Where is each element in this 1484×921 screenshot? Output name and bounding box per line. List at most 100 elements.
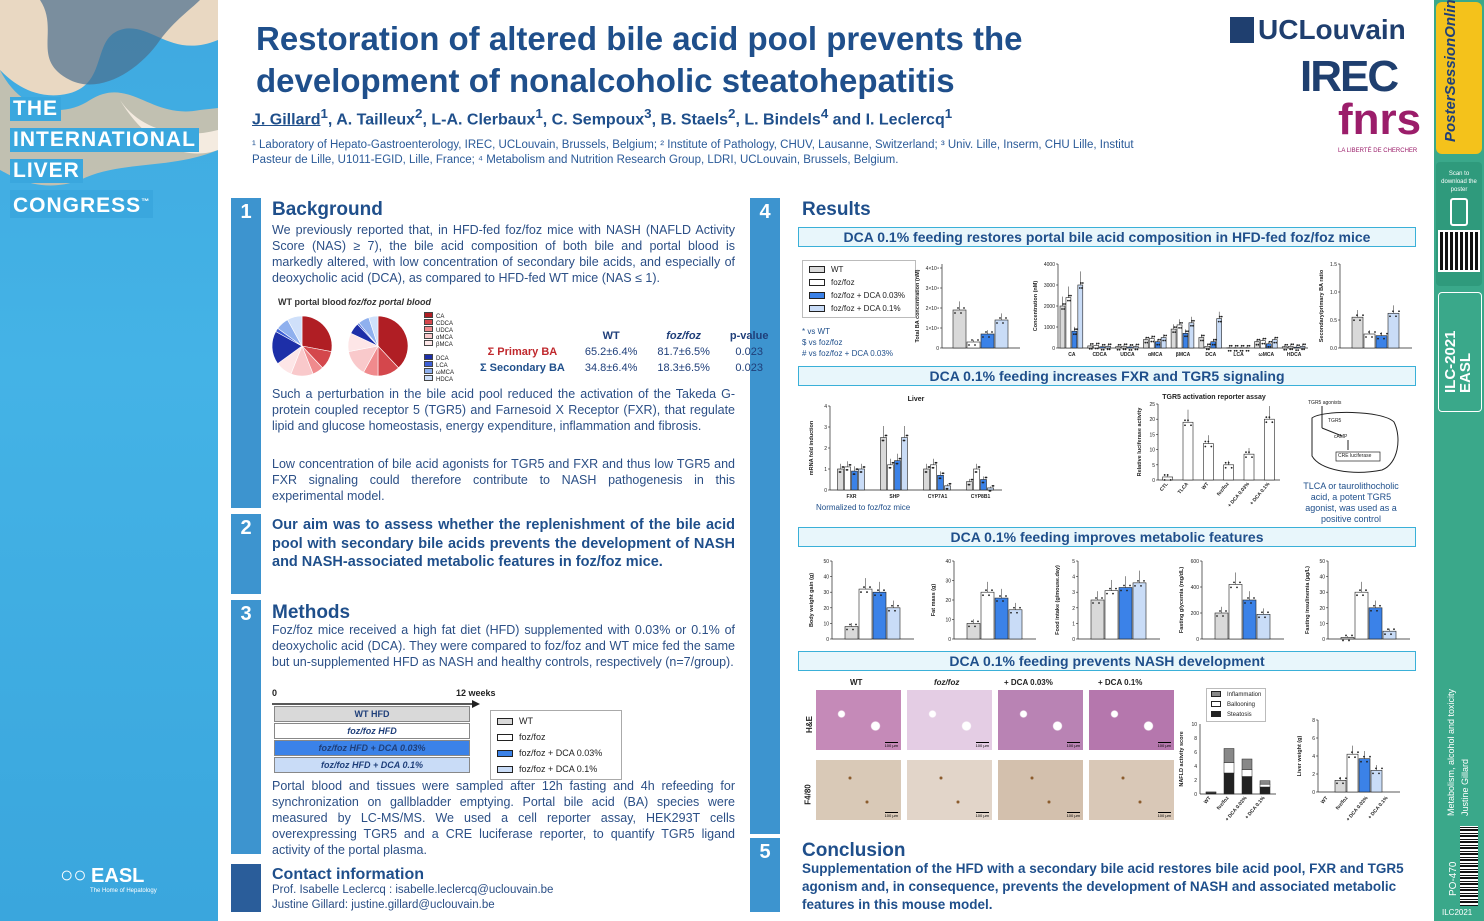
chart-liver-genes: Liver 0 1 2 3 4 mRNA fold induction FXR SHP CYP7A… [809,396,1002,500]
group-bar-dca003: foz/foz HFD + DCA 0.03% [274,740,470,756]
bar [1351,316,1364,349]
bar [1105,346,1111,349]
data-point [1283,348,1286,351]
x-tick-label: CYP7A1 [928,494,948,500]
x-tick-label: βMCA [1176,352,1191,358]
chart-ba-species: 0 1000 2000 3000 4000 Concentration (nM) CA CDC… [1033,262,1308,358]
pie-slice [301,315,333,352]
data-point [942,472,945,475]
data-point [1301,348,1303,351]
data-point [1208,343,1211,346]
data-point [1069,299,1071,302]
download-qr-panel[interactable]: Scan to download the poster [1436,162,1482,286]
qr-code-icon[interactable] [1438,230,1480,272]
data-point [1207,348,1210,351]
y-tick-label: 0 [1072,637,1075,643]
data-point [897,604,899,607]
contact-line-1[interactable]: Prof. Isabelle Leclercq : isabelle.lecle… [272,884,554,896]
data-point [1291,348,1294,351]
bar [1143,339,1149,349]
data-point [1115,587,1117,590]
y-tick-label: 1000 [1044,325,1055,331]
data-point [1245,349,1248,352]
data-point [1356,314,1358,317]
bar [1118,587,1133,640]
data-point [1005,317,1007,319]
data-point [1212,338,1215,341]
scale-bar-label: 100 µm [975,742,989,748]
bar [952,309,967,349]
data-point [1236,344,1239,347]
tgr5-caption: TLCA or taurolithocholic acid, a potent … [1303,481,1399,524]
results-box-1: DCA 0.1% feeding restores portal bile ac… [798,227,1416,247]
conclusion-text: Supplementation of the HFD with a second… [802,861,1404,912]
timeline-start: 0 [272,688,278,698]
data-point [1230,466,1233,469]
data-point [1175,326,1178,328]
data-point [1286,343,1289,346]
data-point [882,439,885,442]
chart-fasting-insulinemia: 0 10 20 30 40 50 Fasting insulinemia (µg/L) [1305,559,1410,643]
data-point [1190,424,1192,427]
data-point [883,589,885,592]
y-tick-label: 0 [1052,346,1055,352]
data-point [1192,324,1194,327]
data-point [1273,341,1276,344]
uclouvain-square-icon [1230,17,1254,43]
data-point [999,317,1001,319]
group-bar-foz: foz/foz HFD [274,723,470,739]
stacked-bar-segment [1259,780,1271,785]
stacked-bar-segment [1241,758,1253,770]
bar [980,479,987,491]
results-box-4: DCA 0.1% feeding prevents NASH developme… [798,651,1416,671]
data-point [988,336,990,338]
data-point [888,609,890,612]
data-point [1233,349,1236,352]
data-point [1255,343,1258,346]
data-point [1274,336,1277,339]
congress-word-international: INTERNATIONAL [10,128,199,152]
bar [1354,591,1369,640]
data-point [1107,343,1110,346]
data-point [1118,348,1121,351]
bar [1133,346,1139,349]
data-point [1384,633,1386,636]
data-point [1185,330,1188,333]
easl-logo: ○○ EASL The Home of Hepatology [60,862,157,894]
bar [1099,346,1105,349]
x-tick-label: FXR [847,494,857,500]
data-point [1204,445,1207,448]
background-heading: Background [272,199,383,220]
data-point [1362,314,1364,317]
data-point [1180,327,1183,329]
data-point [963,307,965,309]
data-point [1381,767,1383,770]
data-point [1365,336,1367,338]
data-point [996,600,998,602]
data-point [1227,461,1230,464]
y-tick-label: 30 [1319,590,1325,596]
contact-line-2[interactable]: Justine Gillard: justine.gillard@uclouva… [272,899,495,911]
data-point [1123,584,1125,587]
data-point [1094,347,1097,350]
congress-word-congress: CONGRESS™ [10,190,154,218]
data-point [1359,319,1361,322]
data-point [1128,349,1131,351]
data-point [1002,600,1004,602]
data-point [982,336,984,338]
data-point [1106,592,1108,595]
data-point [968,344,970,346]
data-point [960,312,962,314]
data-point [1129,584,1131,587]
data-point [1163,334,1166,337]
data-point [939,477,942,480]
data-point [1225,610,1227,612]
conclusion-heading: Conclusion [802,840,906,861]
data-point [1371,336,1373,338]
poster-session-online-badge[interactable]: PosterSessionOnline [1436,0,1482,154]
y-axis-label: Concentration (nM) [1033,281,1039,332]
data-point [1268,340,1271,343]
congress-word-liver: LIVER [10,159,83,183]
data-point [853,473,856,475]
bar [1008,609,1023,640]
